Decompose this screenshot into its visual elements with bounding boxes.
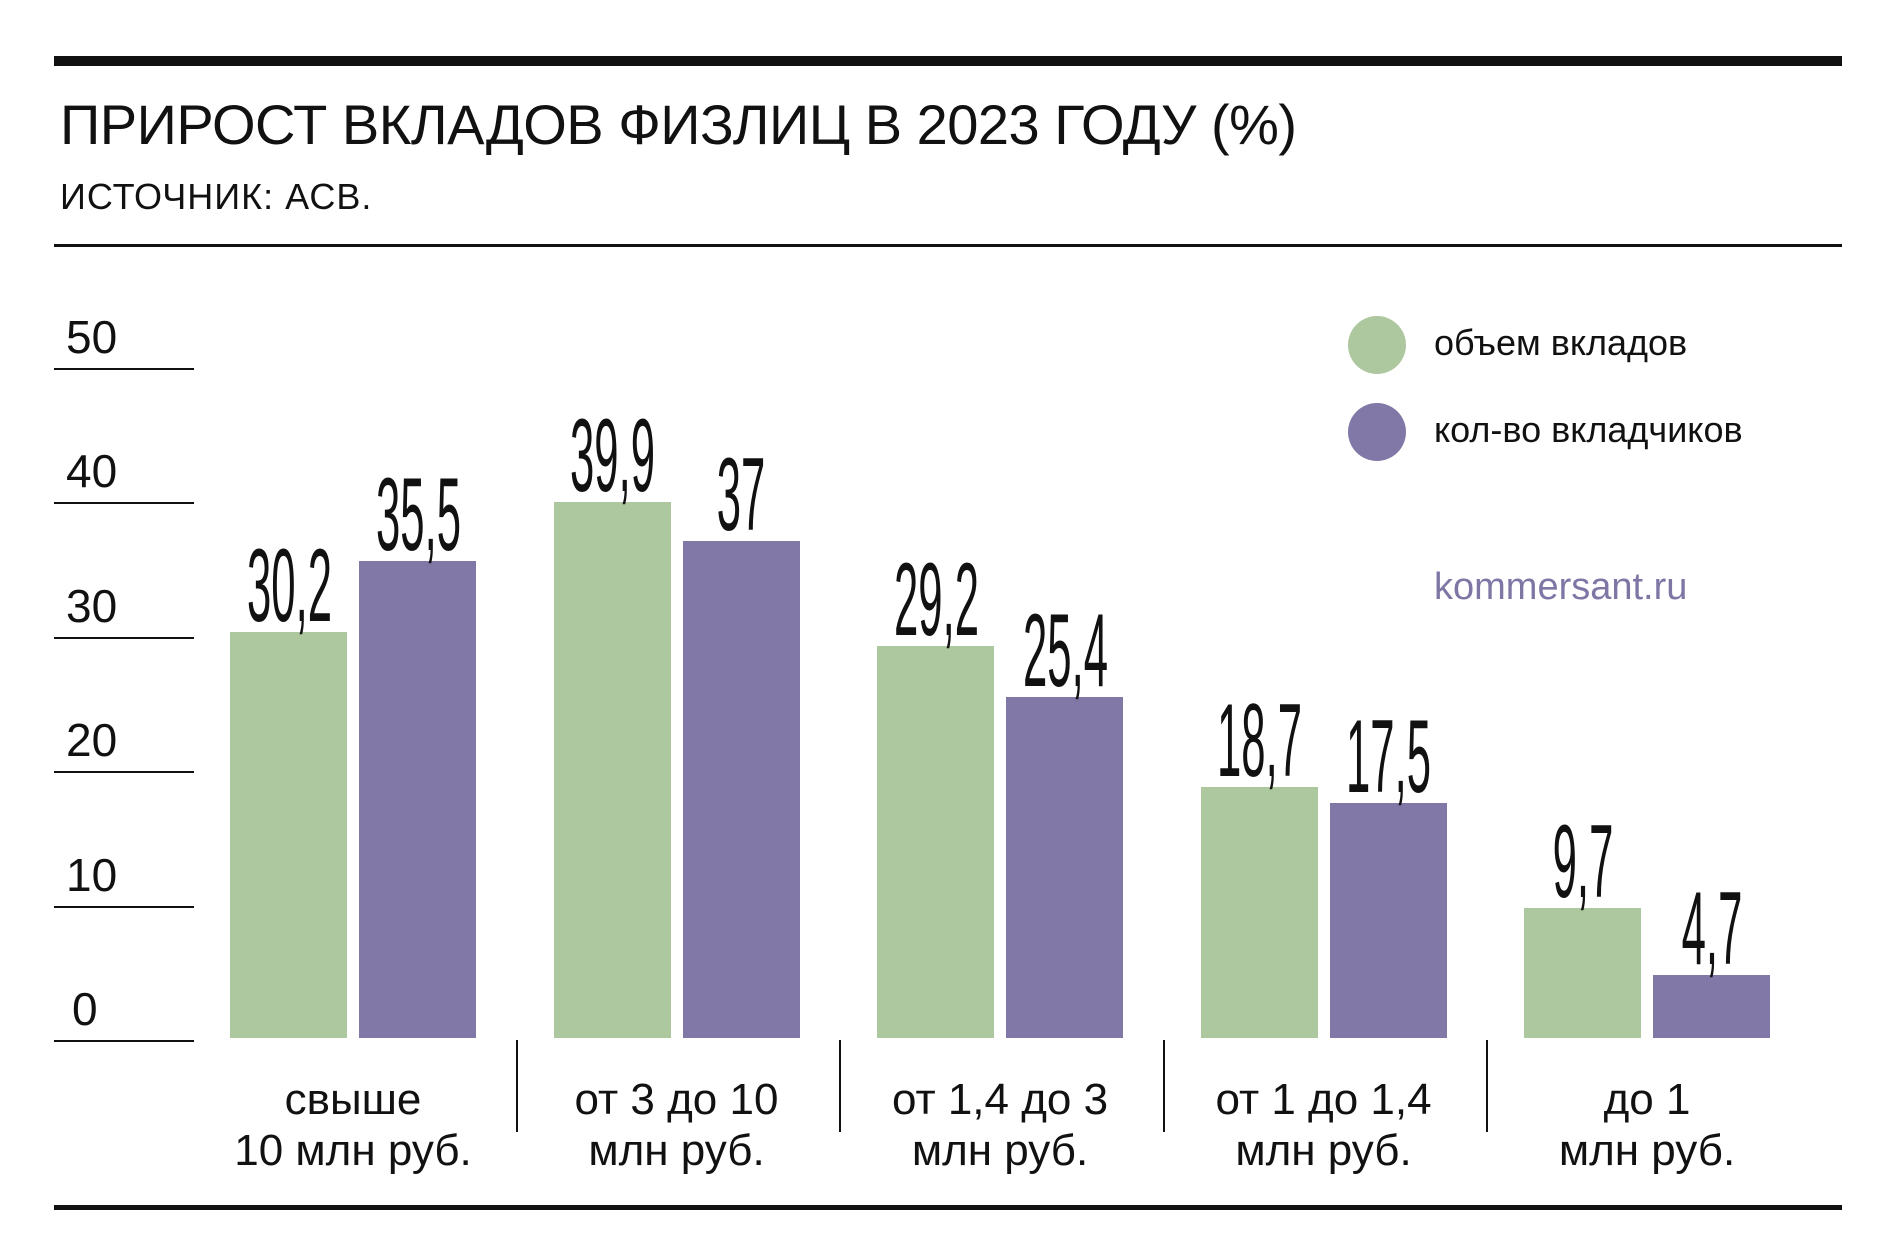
data-label: 25,4 — [1022, 592, 1108, 709]
data-label: 37 — [716, 436, 766, 553]
bottom-rule — [54, 1205, 1842, 1210]
bar-depositors-2 — [1006, 696, 1123, 1038]
credit-link[interactable]: kommersant.ru — [1434, 566, 1688, 608]
category-label-line: от 1 до 1,4 — [1215, 1075, 1432, 1124]
category-label-line: от 1,4 до 3 — [891, 1075, 1109, 1124]
y-tick-label: 10 — [66, 848, 118, 901]
y-gridline-40 — [54, 502, 194, 505]
category-label-line: млн руб. — [588, 1126, 765, 1175]
data-label: 9,7 — [1552, 803, 1613, 920]
y-gridline-50 — [54, 368, 194, 370]
chart-source: ИСТОЧНИК: АСВ. — [60, 176, 373, 217]
y-gridline-20 — [54, 771, 194, 774]
category-label: от 3 до 10 млн руб. — [517, 1074, 837, 1176]
category-label: от 1 до 1,4 млн руб. — [1164, 1074, 1484, 1176]
data-label: 29,2 — [893, 541, 979, 658]
category-label-line: млн руб. — [911, 1126, 1089, 1175]
y-tick-label: 40 — [66, 445, 118, 498]
bar-volume-0 — [230, 632, 347, 1038]
category-label-line: млн руб. — [1235, 1126, 1412, 1175]
category-label-line: до 1 — [1603, 1075, 1691, 1124]
bar-depositors-3 — [1329, 802, 1447, 1038]
y-tick-label: 0 — [72, 983, 98, 1035]
data-label: 17,5 — [1346, 698, 1432, 815]
category-label-line: свыше — [284, 1075, 422, 1124]
category-label: свыше 10 млн руб. — [193, 1074, 513, 1176]
category-separator — [1162, 1040, 1165, 1132]
y-tick-label: 50 — [66, 311, 118, 363]
category-separator — [515, 1040, 518, 1132]
category-label-line: млн руб. — [1558, 1126, 1736, 1175]
category-label-line: от 3 до 10 — [574, 1075, 779, 1124]
bar-depositors-4 — [1653, 974, 1770, 1038]
y-gridline-10 — [54, 905, 194, 908]
bar-volume-3 — [1200, 786, 1318, 1038]
category-label: от 1,4 до 3 млн руб. — [840, 1074, 1160, 1176]
data-label: 39,9 — [570, 397, 656, 514]
data-label: 35,5 — [375, 456, 461, 573]
legend-swatch-volume — [1348, 316, 1406, 374]
bar-volume-1 — [553, 501, 671, 1038]
category-label: до 1 млн руб. — [1487, 1074, 1807, 1176]
y-gridline-30 — [54, 636, 194, 639]
bar-depositors-1 — [682, 540, 800, 1038]
category-separator — [839, 1040, 841, 1132]
chart-title: ПРИРОСТ ВКЛАДОВ ФИЗЛИЦ В 2023 ГОДУ (%) — [60, 93, 1297, 156]
data-label: 18,7 — [1217, 682, 1303, 799]
legend-label-depositors: кол-во вкладчиков — [1434, 409, 1743, 450]
bar-depositors-0 — [359, 560, 476, 1038]
data-label: 4,7 — [1681, 870, 1742, 987]
legend-label-volume: объем вкладов — [1434, 322, 1688, 363]
y-tick-label: 30 — [66, 579, 118, 632]
header-divider — [54, 244, 1842, 247]
top-rule — [54, 56, 1842, 66]
bar-volume-4 — [1524, 907, 1641, 1038]
legend-swatch-depositors — [1348, 403, 1406, 461]
data-label: 30,2 — [246, 528, 332, 645]
bar-volume-2 — [877, 645, 994, 1038]
y-tick-label: 20 — [66, 714, 118, 767]
y-gridline-0 — [54, 1040, 194, 1042]
category-label-line: 10 млн руб. — [234, 1126, 472, 1175]
category-separator — [1486, 1040, 1488, 1132]
